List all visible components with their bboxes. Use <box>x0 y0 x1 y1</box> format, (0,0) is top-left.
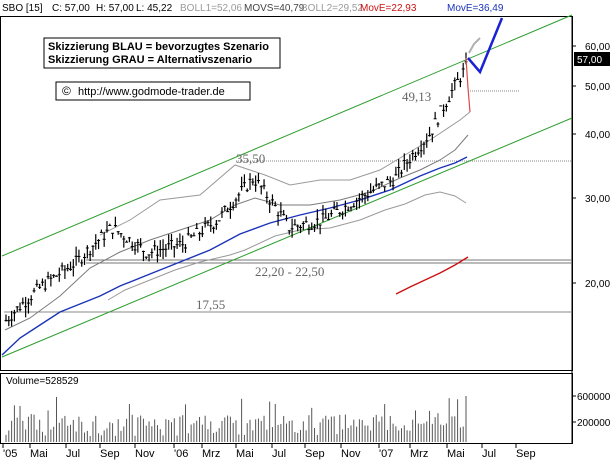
label-level-1755: 17,55 <box>196 297 225 312</box>
current-price-box <box>574 52 610 66</box>
label-level-3550: 35,50 <box>236 151 265 166</box>
chart-header: SBO [15] C: 57,00 H: 57,00 L: 45,22 BOLL… <box>2 3 504 14</box>
volume-tick-600000: 600000 <box>577 392 611 403</box>
x-tick-label: Mai <box>236 448 254 460</box>
legend-box: Skizzierung BLAU = bevorzugtes Szenario … <box>43 37 281 69</box>
recent-surge-line <box>465 57 471 113</box>
header-high: H: 57,00 <box>96 3 134 14</box>
legend-frame <box>43 37 281 69</box>
current-price-label: 57,00 <box>577 55 602 66</box>
x-tick-label: Nov <box>135 448 155 460</box>
legend-line-blue: Skizzierung BLAU = bevorzugtes Szenario <box>48 41 269 53</box>
x-tick-label: Jul <box>272 448 286 460</box>
volume-tick-200000: 200000 <box>577 418 611 429</box>
source-url[interactable]: http://www.godmode-trader.de <box>78 86 225 98</box>
volume-bars <box>5 396 467 442</box>
x-tick-label: Mai <box>30 448 48 460</box>
url-frame <box>55 81 251 101</box>
x-tick-label: Sep <box>305 448 325 460</box>
x-tick-label: Nov <box>341 448 361 460</box>
label-level-4913: 49,13 <box>402 89 431 104</box>
x-tick-label: Sep <box>516 448 536 460</box>
price-tick-50: 50,00 <box>585 82 610 93</box>
x-tick-label: '06 <box>174 448 188 460</box>
price-tick-30: 30,00 <box>585 194 610 205</box>
price-tick-40: 40,00 <box>585 130 610 141</box>
x-tick-label: Mai <box>447 448 465 460</box>
scenario-grey-arrow <box>468 37 481 54</box>
channel-upper-line <box>1 14 573 257</box>
header-low: L: 45,22 <box>136 3 173 14</box>
x-tick-label: '05 <box>3 448 17 460</box>
header-move-slow: MovE=22,93 <box>360 3 417 14</box>
x-tick-label: Mrz <box>410 448 428 460</box>
moving-average-simple <box>4 134 469 331</box>
legend-line-grey: Skizzierung GRAU = Alternativszenario <box>48 54 252 66</box>
bollinger-upper <box>99 111 471 236</box>
url-box: © http://www.godmode-trader.de <box>55 81 251 101</box>
header-boll1: BOLL1=52,06 <box>180 3 242 14</box>
x-tick-label: Jul <box>482 448 496 460</box>
x-tick-label: Sep <box>100 448 120 460</box>
time-axis: '05 Mai Jul Sep Nov '06 Mrz Mai Jul Sep Nov '07 Mrz M… <box>2 444 536 460</box>
x-tick-label: Jul <box>66 448 80 460</box>
moving-average-slow <box>395 256 469 295</box>
price-tick-60: 60,00 <box>585 42 610 53</box>
volume-axis: 600000 200000 <box>572 392 611 429</box>
price-tick-20: 20,00 <box>585 279 610 290</box>
x-tick-label: '07 <box>379 448 393 460</box>
header-movs: MOVS=40,79 <box>244 3 305 14</box>
label-level-2220: 22,20 - 22,50 <box>255 264 324 279</box>
moving-average-fast <box>1 156 468 356</box>
price-bars <box>4 52 468 327</box>
price-axis: 60,00 50,00 40,00 30,00 20,00 57,00 <box>572 42 610 290</box>
volume-label: Volume=528529 <box>6 376 79 387</box>
level-lines <box>4 90 572 313</box>
scenario-blue-arrow <box>467 17 504 75</box>
header-boll2: BOLL2=29,52 <box>301 3 363 14</box>
copyright-icon: © <box>62 84 71 98</box>
header-move-fast: MovE=36,49 <box>447 3 504 14</box>
channel-lower-line <box>1 117 573 358</box>
x-tick-label: Mrz <box>202 448 220 460</box>
header-ticker: SBO [15] <box>2 3 43 14</box>
header-close: C: 57,00 <box>52 3 90 14</box>
